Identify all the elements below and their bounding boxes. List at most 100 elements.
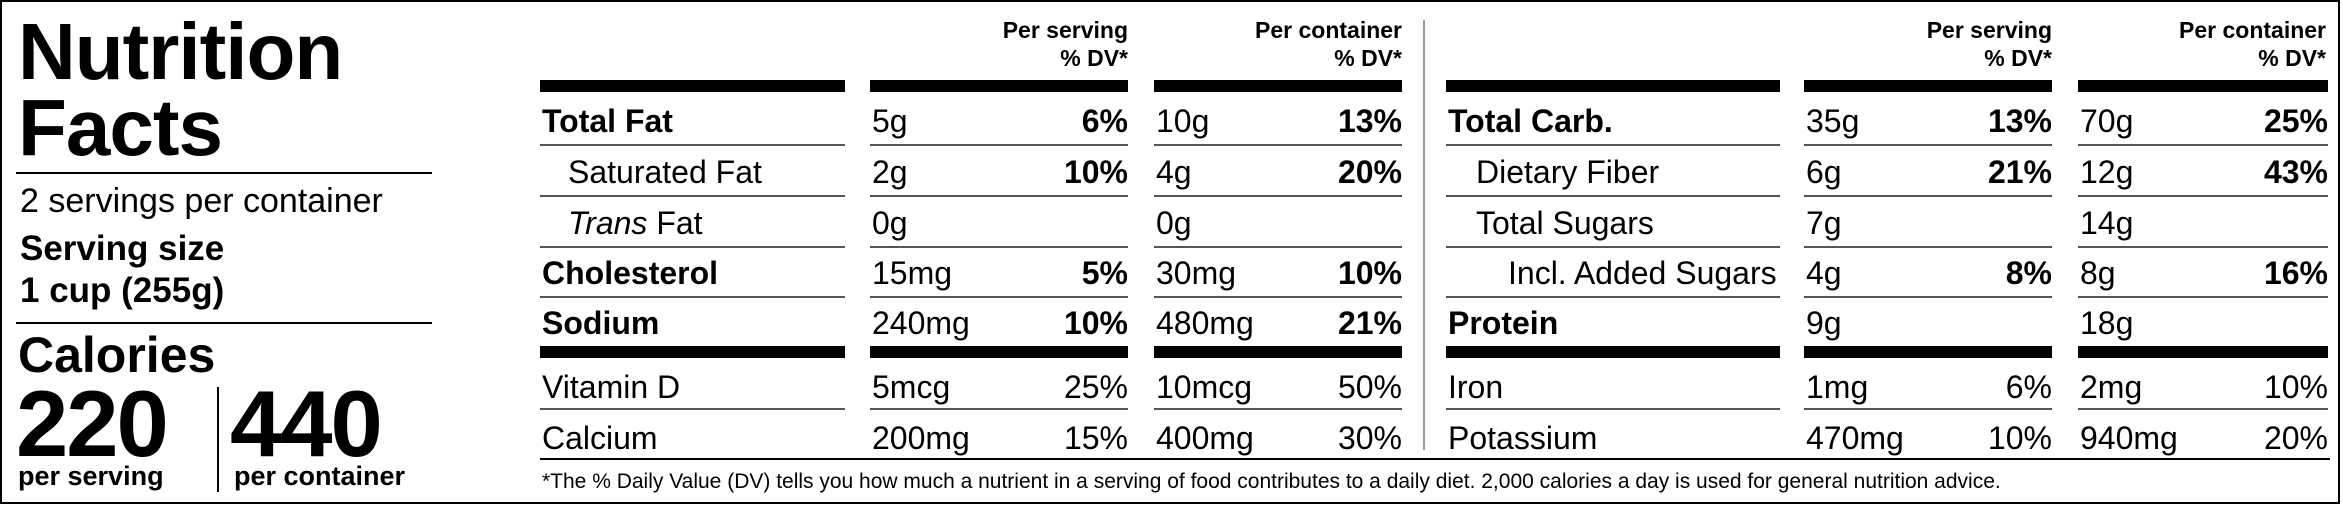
row-rule (1446, 296, 1780, 298)
nutrient-name: Incl. Added Sugars (1508, 255, 1777, 291)
row-rule (2078, 144, 2328, 146)
row-rule (2078, 296, 2328, 298)
nutrient-name: Total Sugars (1476, 205, 1654, 241)
container-amount: 14g (2080, 205, 2134, 241)
column-header-line: Per serving (1002, 17, 1128, 43)
divider (16, 322, 432, 324)
serving-amount: 0g (872, 205, 908, 241)
servings-per-container: 2 servings per container (20, 182, 383, 220)
nutrient-name-rest: Fat (647, 205, 703, 241)
serving-amount: 200mg (872, 420, 970, 456)
row-rule (1446, 144, 1780, 146)
nutrient-name: Calcium (542, 420, 658, 456)
container-amount: 30mg (1156, 255, 1237, 291)
serving-size-value: 1 cup (255g) (20, 271, 225, 310)
row-rule (870, 408, 1128, 410)
thick-rule (2078, 80, 2328, 92)
container-dv: 43% (2263, 154, 2328, 190)
container-dv: 10% (1337, 255, 1402, 291)
row-rule (1446, 246, 1780, 248)
serving-dv: 6% (1081, 103, 1128, 139)
column-divider (1423, 20, 1425, 450)
footnote: *The % Daily Value (DV) tells you how mu… (542, 470, 2001, 493)
row-rule (1154, 296, 1402, 298)
serving-amount: 5mcg (872, 369, 951, 405)
serving-dv: 13% (1987, 103, 2052, 139)
row-rule (1446, 195, 1780, 197)
nutrient-name: Dietary Fiber (1476, 154, 1660, 190)
row-rule (540, 408, 845, 410)
serving-dv: 25% (1063, 369, 1128, 405)
container-amount: 2mg (2080, 369, 2143, 405)
row-rule (540, 246, 845, 248)
container-amount: 18g (2080, 305, 2134, 341)
serving-amount: 470mg (1806, 420, 1904, 456)
column-header-line: Per container (2179, 17, 2326, 43)
thick-rule (1154, 346, 1402, 358)
thick-rule (1446, 346, 1780, 358)
row-rule (1804, 144, 2052, 146)
container-amount: 10mcg (1156, 369, 1253, 405)
row-rule (1154, 195, 1402, 197)
serving-dv: 10% (1987, 420, 2052, 456)
column-header-per-serving: Per serving % DV* (1832, 16, 2052, 72)
thick-rule (540, 80, 845, 92)
nutrient-name: Vitamin D (542, 369, 681, 405)
row-rule (540, 296, 845, 298)
serving-amount: 7g (1806, 205, 1842, 241)
title-line1: Nutrition (18, 7, 343, 96)
thick-rule (870, 346, 1128, 358)
serving-amount: 6g (1806, 154, 1842, 190)
container-amount: 12g (2080, 154, 2134, 190)
row-rule (1804, 195, 2052, 197)
column-header-line: % DV* (1060, 45, 1128, 71)
calories-divider (217, 387, 219, 492)
title-line2: Facts (18, 83, 223, 172)
column-header-line: % DV* (1334, 45, 1402, 71)
row-rule (540, 195, 845, 197)
calories-per-serving-label: per serving (18, 461, 164, 491)
label-title: Nutrition Facts (18, 7, 343, 172)
row-rule (540, 144, 845, 146)
divider (16, 172, 432, 174)
serving-dv: 6% (2005, 369, 2052, 405)
nutrient-name: Total Fat (542, 103, 673, 139)
nutrient-name: Cholesterol (542, 255, 719, 291)
column-header-per-container: Per container % DV* (2072, 16, 2326, 72)
row-rule (870, 246, 1128, 248)
nutrient-name: Potassium (1448, 420, 1598, 456)
serving-dv: 21% (1987, 154, 2052, 190)
column-header-per-container: Per container % DV* (1152, 16, 1402, 72)
container-dv: 21% (1337, 305, 1402, 341)
calories-per-container-label: per container (234, 461, 406, 491)
container-amount: 0g (1156, 205, 1192, 241)
nutrient-name: Trans Fat (568, 205, 703, 241)
serving-amount: 5g (872, 103, 908, 139)
nutrient-name: Iron (1448, 369, 1504, 405)
serving-size-label: Serving size (20, 229, 225, 268)
thick-rule (2078, 346, 2328, 358)
container-amount: 10g (1156, 103, 1210, 139)
column-header-line: % DV* (1984, 45, 2052, 71)
row-rule (1154, 144, 1402, 146)
nutrient-name: Sodium (542, 305, 660, 341)
container-amount: 8g (2080, 255, 2116, 291)
thick-rule (870, 80, 1128, 92)
container-dv: 50% (1337, 369, 1402, 405)
container-dv: 25% (2263, 103, 2328, 139)
serving-amount: 35g (1806, 103, 1860, 139)
row-rule (870, 195, 1128, 197)
row-rule (1154, 246, 1402, 248)
container-amount: 480mg (1156, 305, 1254, 341)
row-rule (1804, 296, 2052, 298)
footnote-rule (540, 458, 2330, 460)
row-rule (1154, 408, 1402, 410)
thick-rule (1446, 80, 1780, 92)
container-dv: 20% (2263, 420, 2328, 456)
container-amount: 4g (1156, 154, 1192, 190)
serving-dv: 15% (1063, 420, 1128, 456)
serving-amount: 1mg (1806, 369, 1869, 405)
calories-per-serving: 220 (16, 371, 169, 476)
nutrient-name: Protein (1448, 305, 1559, 341)
